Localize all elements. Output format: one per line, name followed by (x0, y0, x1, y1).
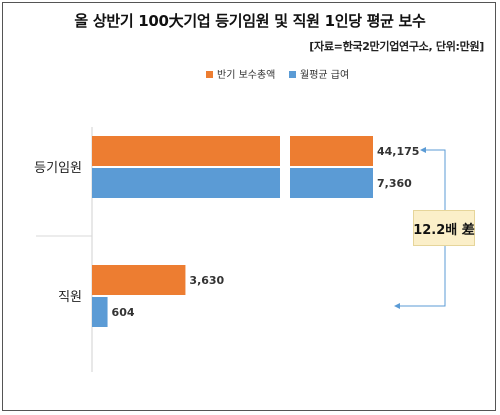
data-label-employee-monthly: 604 (112, 306, 135, 319)
chart-frame (2, 2, 496, 411)
bar-employee-semiannual (92, 265, 186, 295)
category-label-employee: 직원 (58, 290, 82, 305)
chart-title: 올 상반기 100大기업 등기임원 및 직원 1인당 평균 보수 (74, 12, 426, 30)
bar-executive-monthly-continued (290, 168, 373, 198)
bar-executive-semiannual (92, 136, 280, 166)
data-label-executive-monthly: 7,360 (377, 177, 412, 190)
source-note: [자료=한국2만기업연구소, 단위:만원] (309, 40, 484, 53)
arrowhead-bottom (394, 303, 400, 309)
data-label-employee-semiannual: 3,630 (189, 274, 224, 287)
bar-employee-monthly (92, 297, 108, 327)
legend-swatch-2 (289, 71, 296, 78)
data-label-executive-semiannual: 44,175 (377, 145, 419, 158)
bar-executive-monthly (92, 168, 280, 198)
legend-label-2: 월평균 급여 (300, 69, 349, 81)
category-label-executive: 등기임원 (34, 161, 82, 176)
legend-swatch-1 (206, 71, 213, 78)
arrowhead-top (420, 147, 426, 153)
legend-label-1: 반기 보수총액 (217, 69, 275, 81)
ratio-annotation: 12.2배 差 (413, 210, 475, 246)
bar-executive-semiannual-continued (290, 136, 373, 166)
